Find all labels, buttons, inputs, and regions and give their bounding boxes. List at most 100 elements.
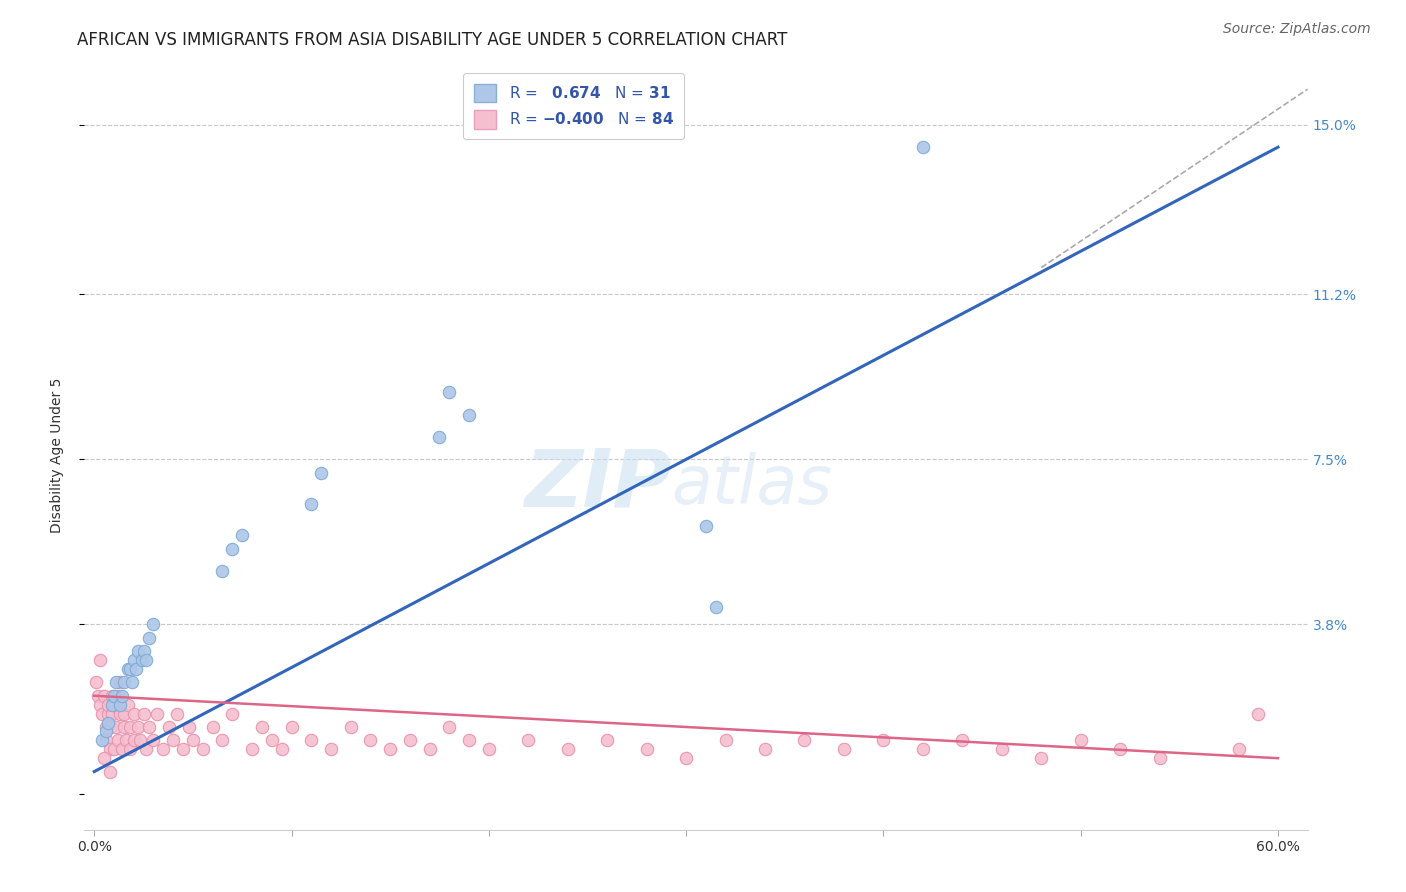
Point bbox=[118, 720, 141, 734]
Point bbox=[101, 706, 124, 721]
Point bbox=[117, 698, 139, 712]
Point bbox=[201, 720, 224, 734]
Point bbox=[138, 631, 160, 645]
Point bbox=[124, 662, 146, 676]
Point bbox=[93, 689, 115, 703]
Point bbox=[177, 720, 200, 734]
Text: Source: ZipAtlas.com: Source: ZipAtlas.com bbox=[1223, 22, 1371, 37]
Point bbox=[319, 742, 342, 756]
Point bbox=[1227, 742, 1250, 756]
Point bbox=[299, 733, 322, 747]
Point bbox=[132, 644, 155, 658]
Text: ZIP: ZIP bbox=[524, 446, 672, 524]
Point bbox=[221, 541, 243, 556]
Point bbox=[103, 698, 125, 712]
Point bbox=[97, 715, 120, 730]
Point bbox=[1070, 733, 1092, 747]
Point bbox=[270, 742, 292, 756]
Point bbox=[1031, 751, 1053, 765]
Point bbox=[91, 733, 114, 747]
Point bbox=[704, 599, 727, 614]
Point bbox=[107, 689, 129, 703]
Point bbox=[950, 733, 973, 747]
Point bbox=[146, 706, 169, 721]
Point bbox=[754, 742, 776, 756]
Point bbox=[111, 742, 134, 756]
Point bbox=[250, 720, 273, 734]
Point bbox=[98, 764, 121, 779]
Point bbox=[240, 742, 263, 756]
Point bbox=[439, 720, 461, 734]
Point bbox=[131, 653, 153, 667]
Point bbox=[101, 698, 124, 712]
Point bbox=[108, 698, 131, 712]
Point bbox=[127, 644, 149, 658]
Y-axis label: Disability Age Under 5: Disability Age Under 5 bbox=[49, 377, 63, 533]
Point bbox=[107, 733, 129, 747]
Point bbox=[517, 733, 540, 747]
Point bbox=[87, 689, 110, 703]
Point bbox=[121, 675, 143, 690]
Point bbox=[162, 733, 184, 747]
Text: AFRICAN VS IMMIGRANTS FROM ASIA DISABILITY AGE UNDER 5 CORRELATION CHART: AFRICAN VS IMMIGRANTS FROM ASIA DISABILI… bbox=[77, 31, 787, 49]
Point bbox=[793, 733, 815, 747]
Point bbox=[872, 733, 894, 747]
Point bbox=[429, 430, 451, 444]
Point bbox=[132, 706, 155, 721]
Point bbox=[419, 742, 441, 756]
Point bbox=[93, 751, 115, 765]
Point bbox=[166, 706, 188, 721]
Point bbox=[211, 733, 233, 747]
Point bbox=[991, 742, 1014, 756]
Point bbox=[142, 617, 165, 632]
Point bbox=[97, 698, 120, 712]
Point bbox=[94, 720, 117, 734]
Point bbox=[122, 653, 145, 667]
Point bbox=[152, 742, 174, 756]
Point bbox=[142, 733, 165, 747]
Point bbox=[675, 751, 697, 765]
Point bbox=[299, 497, 322, 511]
Point bbox=[191, 742, 214, 756]
Point bbox=[118, 742, 141, 756]
Point bbox=[399, 733, 422, 747]
Point bbox=[172, 742, 194, 756]
Point bbox=[695, 519, 717, 533]
Point bbox=[104, 675, 127, 690]
Text: atlas: atlas bbox=[672, 452, 832, 518]
Point bbox=[1109, 742, 1132, 756]
Point bbox=[211, 564, 233, 578]
Point bbox=[111, 689, 134, 703]
Point bbox=[91, 706, 114, 721]
Point bbox=[98, 720, 121, 734]
Point bbox=[636, 742, 658, 756]
Point bbox=[1247, 706, 1270, 721]
Legend: R =   $\mathbf{0.674}$   N = $\mathbf{31}$, R = $\mathbf{-0.400}$   N = $\mathbf: R = $\mathbf{0.674}$ N = $\mathbf{31}$, … bbox=[463, 73, 685, 139]
Point bbox=[157, 720, 180, 734]
Point bbox=[832, 742, 855, 756]
Point bbox=[439, 385, 461, 400]
Point bbox=[135, 742, 157, 756]
Point bbox=[911, 742, 934, 756]
Point bbox=[94, 733, 117, 747]
Point bbox=[127, 720, 149, 734]
Point bbox=[108, 706, 131, 721]
Point bbox=[135, 653, 157, 667]
Point bbox=[260, 733, 283, 747]
Point bbox=[280, 720, 302, 734]
Point bbox=[112, 720, 135, 734]
Point bbox=[911, 140, 934, 154]
Point bbox=[181, 733, 204, 747]
Point bbox=[104, 720, 127, 734]
Point bbox=[103, 742, 125, 756]
Point bbox=[112, 706, 135, 721]
Point bbox=[596, 733, 619, 747]
Point bbox=[98, 742, 121, 756]
Point bbox=[89, 698, 111, 712]
Point bbox=[458, 408, 481, 422]
Point bbox=[114, 733, 136, 747]
Point bbox=[380, 742, 402, 756]
Point bbox=[138, 720, 160, 734]
Point bbox=[84, 675, 107, 690]
Point bbox=[97, 706, 120, 721]
